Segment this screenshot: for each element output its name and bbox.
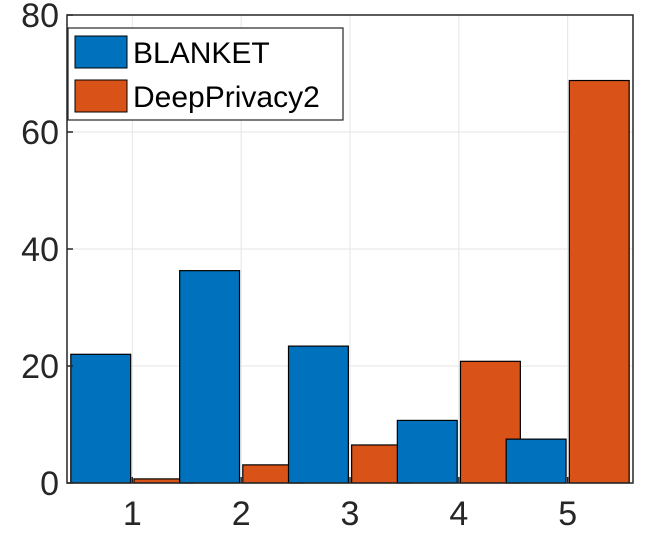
bar-blanket-2 [179, 270, 241, 484]
bar-blanket-1 [70, 353, 132, 484]
legend-label-blanket: BLANKET [133, 37, 270, 70]
legend: BLANKET DeepPrivacy2 [67, 27, 344, 121]
legend-swatch-deepprivacy2 [74, 79, 128, 113]
legend-swatch-blanket [74, 35, 128, 69]
bar-blanket-4 [396, 419, 458, 484]
y-axis: 0 20 40 60 80 [21, 0, 73, 503]
y-tick-label: 40 [21, 231, 59, 269]
x-tick-label: 1 [123, 495, 142, 533]
x-tick-label: 5 [558, 495, 577, 533]
x-axis: 1 2 3 4 5 [123, 477, 577, 533]
y-tick-label: 60 [21, 114, 59, 152]
x-tick-label: 4 [449, 495, 468, 533]
bar-deepprivacy2-5 [568, 79, 630, 484]
y-tick-label: 20 [21, 348, 59, 386]
x-tick-label: 3 [341, 495, 360, 533]
bar-blanket-5 [505, 438, 567, 484]
x-tick-label: 2 [232, 495, 251, 533]
y-tick-label: 0 [40, 465, 59, 503]
bars [70, 79, 630, 484]
bar-blanket-3 [287, 345, 349, 484]
y-tick-label: 80 [21, 0, 59, 35]
legend-label-deepprivacy2: DeepPrivacy2 [133, 81, 320, 114]
